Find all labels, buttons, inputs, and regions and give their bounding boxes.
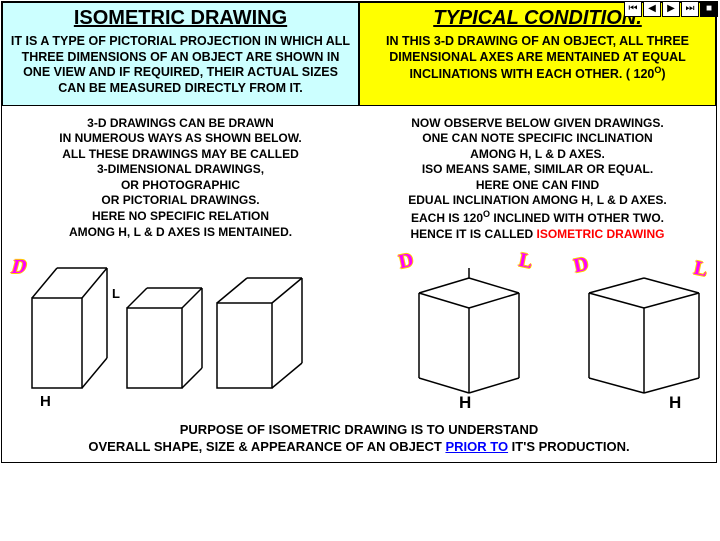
nav-last-button[interactable]: ⏭ xyxy=(681,1,699,17)
h-axis-label-left: H xyxy=(40,393,51,410)
mid-row: 3-D DRAWINGS CAN BE DRAWN IN NUMEROUS WA… xyxy=(2,106,716,249)
h-axis-label-iso1: H xyxy=(459,393,471,413)
drawings-row: D L H xyxy=(2,248,716,418)
left-drawings: D L H xyxy=(2,248,359,418)
nav-buttons: ⏮ ◀ ▶ ⏭ ■ xyxy=(624,1,718,17)
header-row: ISOMETRIC DRAWING IT IS A TYPE OF PICTOR… xyxy=(2,2,716,106)
left-desc: IT IS A TYPE OF PICTORIAL PROJECTION IN … xyxy=(9,34,352,97)
nav-prev-button[interactable]: ◀ xyxy=(643,1,661,17)
isometric-boxes-svg xyxy=(359,248,719,418)
l-axis-label-left: L xyxy=(112,286,120,301)
oblique-boxes-svg xyxy=(2,248,362,418)
nav-next-button[interactable]: ▶ xyxy=(662,1,680,17)
h-axis-label-iso2: H xyxy=(669,393,681,413)
mid-right-cell: NOW OBSERVE BELOW GIVEN DRAWINGS. ONE CA… xyxy=(359,106,716,249)
left-header-cell: ISOMETRIC DRAWING IT IS A TYPE OF PICTOR… xyxy=(2,2,359,106)
nav-first-button[interactable]: ⏮ xyxy=(624,1,642,17)
mid-left-cell: 3-D DRAWINGS CAN BE DRAWN IN NUMEROUS WA… xyxy=(2,106,359,249)
mid-right-text: NOW OBSERVE BELOW GIVEN DRAWINGS. ONE CA… xyxy=(363,116,712,243)
mid-left-text: 3-D DRAWINGS CAN BE DRAWN IN NUMEROUS WA… xyxy=(6,116,355,241)
right-header-cell: TYPICAL CONDITION. IN THIS 3-D DRAWING O… xyxy=(359,2,716,106)
nav-stop-button[interactable]: ■ xyxy=(700,1,718,17)
slide-frame: ISOMETRIC DRAWING IT IS A TYPE OF PICTOR… xyxy=(1,1,717,463)
right-desc: IN THIS 3-D DRAWING OF AN OBJECT, ALL TH… xyxy=(366,34,709,83)
right-drawings: D L D L H H xyxy=(359,248,716,418)
left-title: ISOMETRIC DRAWING xyxy=(9,7,352,30)
purpose-text: PURPOSE OF ISOMETRIC DRAWING IS TO UNDER… xyxy=(2,418,716,462)
